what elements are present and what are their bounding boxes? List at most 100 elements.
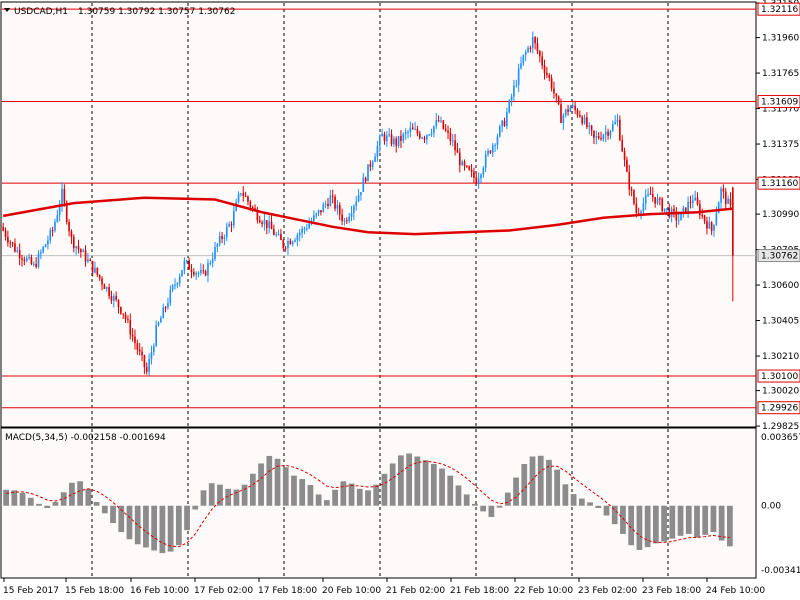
macd-bar <box>463 494 470 506</box>
candle-body <box>426 135 428 140</box>
macd-bar <box>11 490 18 506</box>
candle-body <box>463 161 466 166</box>
candle-body <box>576 109 579 116</box>
candle-body <box>473 171 475 178</box>
candle-body <box>682 207 685 213</box>
candle-body <box>301 228 303 233</box>
macd-bar <box>587 502 593 506</box>
candle-body <box>258 220 261 223</box>
candle-body <box>484 154 487 169</box>
candle-body <box>360 192 362 196</box>
candle-body <box>202 270 205 272</box>
candle-body <box>367 164 369 182</box>
macd-bar <box>365 490 371 506</box>
macd-bar <box>562 484 569 506</box>
level-price-tag[interactable] <box>757 2 800 16</box>
time-axis: 15 Feb 2017 15 Feb 18:00 16 Feb 10:00 17 Fe… <box>3 578 765 596</box>
macd-bar <box>603 505 610 516</box>
horizontal-levels[interactable] <box>2 8 756 409</box>
candle-body <box>418 133 421 138</box>
candle-body <box>237 193 240 202</box>
price-tick-label: 1.30990 <box>762 210 799 220</box>
triangle-down-icon[interactable] <box>4 8 10 12</box>
candle-body <box>214 247 216 260</box>
time-tick-label: 15 Feb 2017 <box>3 586 59 596</box>
candle-body <box>174 284 176 286</box>
price-tick-label: 1.30405 <box>762 317 799 327</box>
macd-bar <box>422 460 429 506</box>
candle-body <box>101 278 103 285</box>
macd-bar <box>60 492 67 506</box>
candle-body <box>564 109 567 116</box>
level-price-label: 1.30100 <box>761 372 798 382</box>
macd-bar <box>529 456 536 506</box>
candle-body <box>49 230 52 241</box>
time-tick-label: 23 Feb 02:00 <box>578 586 637 596</box>
candle-body <box>673 208 675 212</box>
symbol-label: USDCAD,H1 <box>14 7 68 17</box>
level-price-tag[interactable] <box>757 176 800 190</box>
candle-body <box>200 270 202 273</box>
candle-body <box>265 220 268 229</box>
macd-tick-label: 0.00 <box>761 502 781 512</box>
candle-body <box>331 195 334 197</box>
candle-body <box>498 126 501 137</box>
candle-body <box>449 132 452 142</box>
level-price-tag[interactable] <box>757 401 800 415</box>
candle-body <box>47 240 49 245</box>
macd-bar <box>554 469 561 506</box>
macd-bar <box>628 505 635 546</box>
candle-body <box>515 85 518 87</box>
macd-bar <box>398 455 404 506</box>
macd-bar <box>480 505 487 512</box>
candle-body <box>506 112 508 126</box>
level-price-tag[interactable] <box>757 94 800 108</box>
candle-body <box>550 78 553 89</box>
candle-body <box>680 212 682 221</box>
level-price-tag[interactable] <box>757 369 800 383</box>
candle-body <box>63 188 66 203</box>
candle-body <box>527 47 529 53</box>
candle-body <box>644 195 647 204</box>
candle-body <box>447 130 449 133</box>
macd-bar <box>488 505 495 518</box>
time-tick-label: 21 Feb 02:00 <box>386 586 445 596</box>
candle-body <box>244 195 247 197</box>
candle-body <box>451 140 454 142</box>
candle-body <box>329 195 332 207</box>
candle-body <box>423 137 426 140</box>
candle-body <box>353 205 355 214</box>
candle-body <box>628 171 631 190</box>
candle-body <box>433 126 435 133</box>
candle-body <box>261 222 263 225</box>
candle-body <box>188 260 190 270</box>
candle-body <box>225 226 228 238</box>
candle-body <box>684 207 687 213</box>
time-tick-label: 24 Feb 10:00 <box>706 586 765 596</box>
macd-bar <box>110 505 116 524</box>
candle-body <box>2 226 5 231</box>
candle-body <box>411 127 414 130</box>
candle-body <box>513 85 515 97</box>
candle-body <box>68 222 70 232</box>
candle-body <box>642 203 645 212</box>
signal-line <box>6 460 730 548</box>
macd-bar <box>282 467 289 506</box>
candle-body <box>482 168 485 175</box>
candle-body <box>228 224 230 227</box>
candle-body <box>82 250 85 253</box>
candle-body <box>602 135 605 140</box>
candle-body <box>320 210 322 213</box>
macd-bar <box>595 505 602 508</box>
candle-body <box>390 134 393 145</box>
price-tick-label: 1.31960 <box>762 34 799 44</box>
candle-body <box>275 234 278 236</box>
candle-body <box>178 276 181 284</box>
candle-body <box>663 208 666 211</box>
macd-bar <box>3 489 9 506</box>
price-tick-label: 1.30020 <box>762 387 799 397</box>
candle-body <box>699 204 701 216</box>
macd-bar <box>570 494 577 506</box>
candle-body <box>148 359 150 372</box>
